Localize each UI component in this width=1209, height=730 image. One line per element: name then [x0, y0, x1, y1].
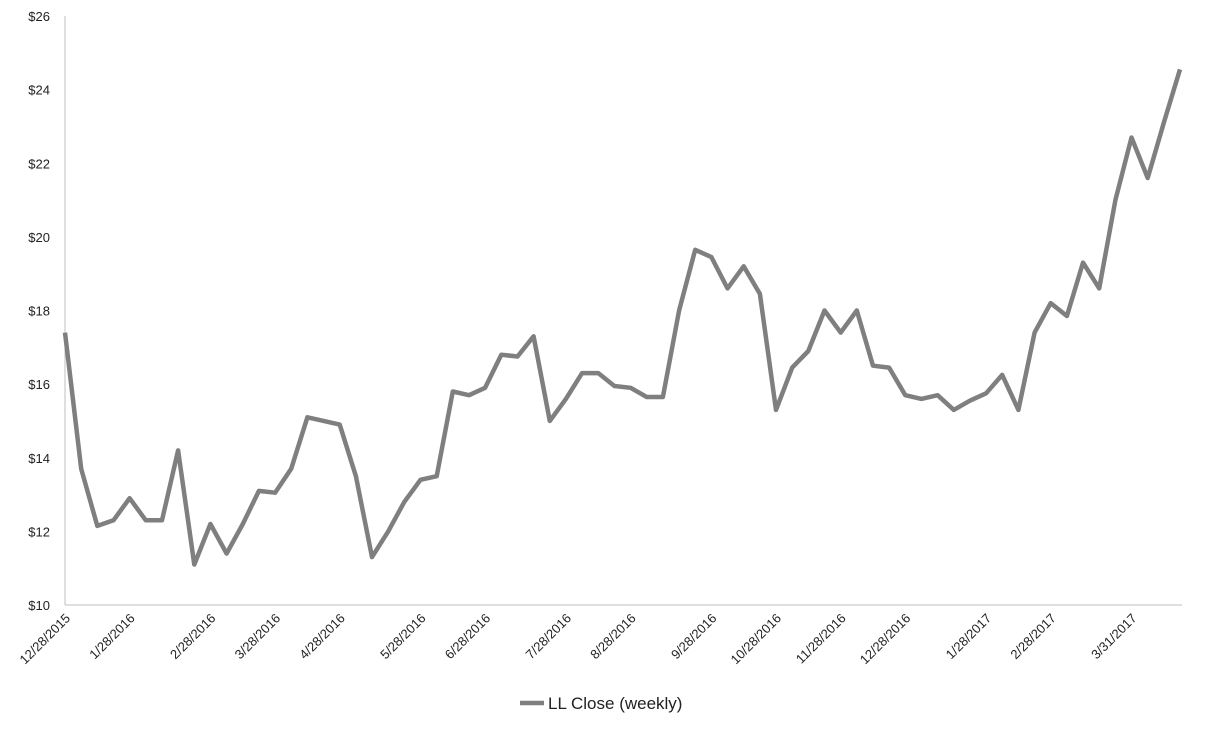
- x-tick-label: 3/31/2017: [1088, 611, 1140, 663]
- y-tick-label: $26: [28, 9, 50, 24]
- x-tick-label: 4/28/2016: [296, 611, 348, 663]
- y-tick-label: $20: [28, 230, 50, 245]
- x-tick-label: 1/28/2017: [943, 611, 995, 663]
- y-tick-label: $10: [28, 598, 50, 613]
- x-tick-label: 9/28/2016: [668, 611, 720, 663]
- x-tick-label: 12/28/2016: [857, 611, 914, 668]
- x-tick-label: 1/28/2016: [86, 611, 138, 663]
- y-tick-label: $18: [28, 304, 50, 319]
- x-tick-label: 3/28/2016: [232, 611, 284, 663]
- legend-label: LL Close (weekly): [548, 694, 682, 713]
- x-tick-label: 11/28/2016: [793, 611, 849, 667]
- x-tick-label: 10/28/2016: [728, 611, 785, 668]
- y-tick-label: $14: [28, 451, 50, 466]
- y-tick-label: $22: [28, 156, 50, 171]
- line-series: [62, 68, 1183, 567]
- x-tick-label: 2/28/2016: [167, 611, 219, 663]
- x-tick-label: 2/28/2017: [1007, 611, 1059, 663]
- y-tick-label: $12: [28, 524, 50, 539]
- x-tick-label: 8/28/2016: [587, 611, 639, 663]
- y-tick-label: $24: [28, 83, 50, 98]
- x-tick-label: 5/28/2016: [377, 611, 429, 663]
- y-tick-label: $16: [28, 377, 50, 392]
- x-tick-label: 6/28/2016: [442, 611, 494, 663]
- x-tick-label: 7/28/2016: [523, 611, 575, 663]
- x-tick-label: 12/28/2015: [16, 611, 73, 668]
